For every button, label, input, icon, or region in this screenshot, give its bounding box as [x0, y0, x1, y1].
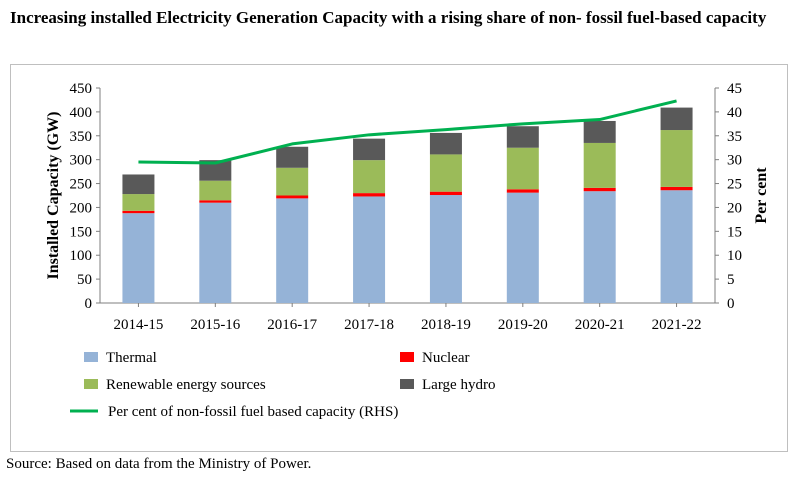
y-tick-label: 300 [70, 153, 93, 169]
x-tick-label: 2018-19 [421, 317, 471, 333]
y2-tick-label: 20 [727, 200, 742, 216]
y-tick-label: 350 [70, 129, 93, 145]
bar-renewable-energy-sources-2015-16 [199, 180, 232, 201]
bar-thermal-2015-16 [199, 202, 232, 303]
bar-thermal-2020-21 [583, 191, 616, 303]
bar-large-hydro-2019-20 [506, 126, 539, 148]
source-note: Source: Based on data from the Ministry … [6, 456, 312, 472]
x-tick-label: 2019-20 [498, 317, 548, 333]
bar-renewable-energy-sources-2018-19 [429, 154, 462, 192]
bar-nuclear-2016-17 [276, 195, 309, 199]
y-tick-label: 100 [70, 248, 93, 264]
bar-renewable-energy-sources-2021-22 [660, 130, 693, 187]
legend-swatch-nuclear [400, 352, 414, 362]
legend-label-thermal: Thermal [106, 350, 157, 366]
y2-tick-label: 10 [727, 248, 742, 264]
x-tick-label: 2021-22 [652, 317, 702, 333]
x-tick-label: 2014-15 [113, 317, 163, 333]
legend-label-large-hydro: Large hydro [422, 377, 495, 393]
bar-nuclear-2019-20 [506, 189, 539, 193]
bar-large-hydro-2015-16 [199, 160, 232, 181]
bar-renewable-energy-sources-2017-18 [353, 160, 386, 194]
bar-large-hydro-2016-17 [276, 146, 309, 168]
bar-thermal-2016-17 [276, 198, 309, 303]
legend-label-renewable-energy-sources: Renewable energy sources [106, 377, 266, 393]
legend-swatch-large-hydro [400, 379, 414, 389]
y2-tick-label: 40 [727, 105, 742, 121]
bar-renewable-energy-sources-2014-15 [122, 194, 155, 211]
x-tick-label: 2016-17 [267, 317, 317, 333]
bar-thermal-2017-18 [353, 196, 386, 303]
bar-large-hydro-2020-21 [583, 120, 616, 143]
bar-renewable-energy-sources-2020-21 [583, 142, 616, 188]
bar-renewable-energy-sources-2019-20 [506, 147, 539, 190]
bar-nuclear-2015-16 [199, 200, 232, 203]
legend-swatch-renewable-energy-sources [84, 379, 98, 389]
y-axis-title: Installed Capacity (GW) [45, 112, 62, 280]
y-tick-label: 150 [70, 224, 93, 240]
y-tick-label: 200 [70, 200, 93, 216]
legend-label-per-cent-of-non-fossil-fuel-based-capacity-rhs-: Per cent of non-fossil fuel based capaci… [108, 404, 398, 420]
y-tick-label: 50 [77, 272, 92, 288]
legend-swatch-thermal [84, 352, 98, 362]
bar-nuclear-2014-15 [122, 210, 155, 214]
y2-tick-label: 35 [727, 129, 742, 145]
chart-title: Increasing installed Electricity Generat… [10, 8, 767, 27]
bar-large-hydro-2018-19 [429, 132, 462, 155]
y2-tick-label: 15 [727, 224, 742, 240]
bar-thermal-2021-22 [660, 190, 693, 303]
legend-label-nuclear: Nuclear [422, 350, 469, 366]
y2-tick-label: 0 [727, 296, 735, 312]
bar-large-hydro-2021-22 [660, 107, 693, 131]
y2-tick-label: 30 [727, 153, 742, 169]
y2-tick-label: 25 [727, 177, 742, 193]
bar-large-hydro-2017-18 [353, 138, 386, 161]
y-tick-label: 450 [70, 81, 93, 97]
y2-tick-label: 45 [727, 81, 742, 97]
bar-nuclear-2017-18 [353, 193, 386, 197]
y2-axis-title: Per cent [753, 167, 770, 224]
y-tick-label: 250 [70, 177, 93, 193]
bar-thermal-2018-19 [429, 195, 462, 303]
chart-frame [10, 64, 788, 452]
y2-tick-label: 5 [727, 272, 735, 288]
x-tick-label: 2017-18 [344, 317, 394, 333]
x-tick-label: 2015-16 [190, 317, 240, 333]
bar-thermal-2014-15 [122, 213, 155, 303]
bar-nuclear-2018-19 [429, 191, 462, 196]
bar-renewable-energy-sources-2016-17 [276, 167, 309, 196]
bar-nuclear-2020-21 [583, 187, 616, 192]
bar-large-hydro-2014-15 [122, 174, 155, 195]
x-tick-label: 2020-21 [575, 317, 625, 333]
y-tick-label: 0 [85, 296, 93, 312]
bar-thermal-2019-20 [506, 192, 539, 303]
line-non-fossil-share [138, 99, 677, 165]
bar-nuclear-2021-22 [660, 186, 693, 191]
y-tick-label: 400 [70, 105, 93, 121]
